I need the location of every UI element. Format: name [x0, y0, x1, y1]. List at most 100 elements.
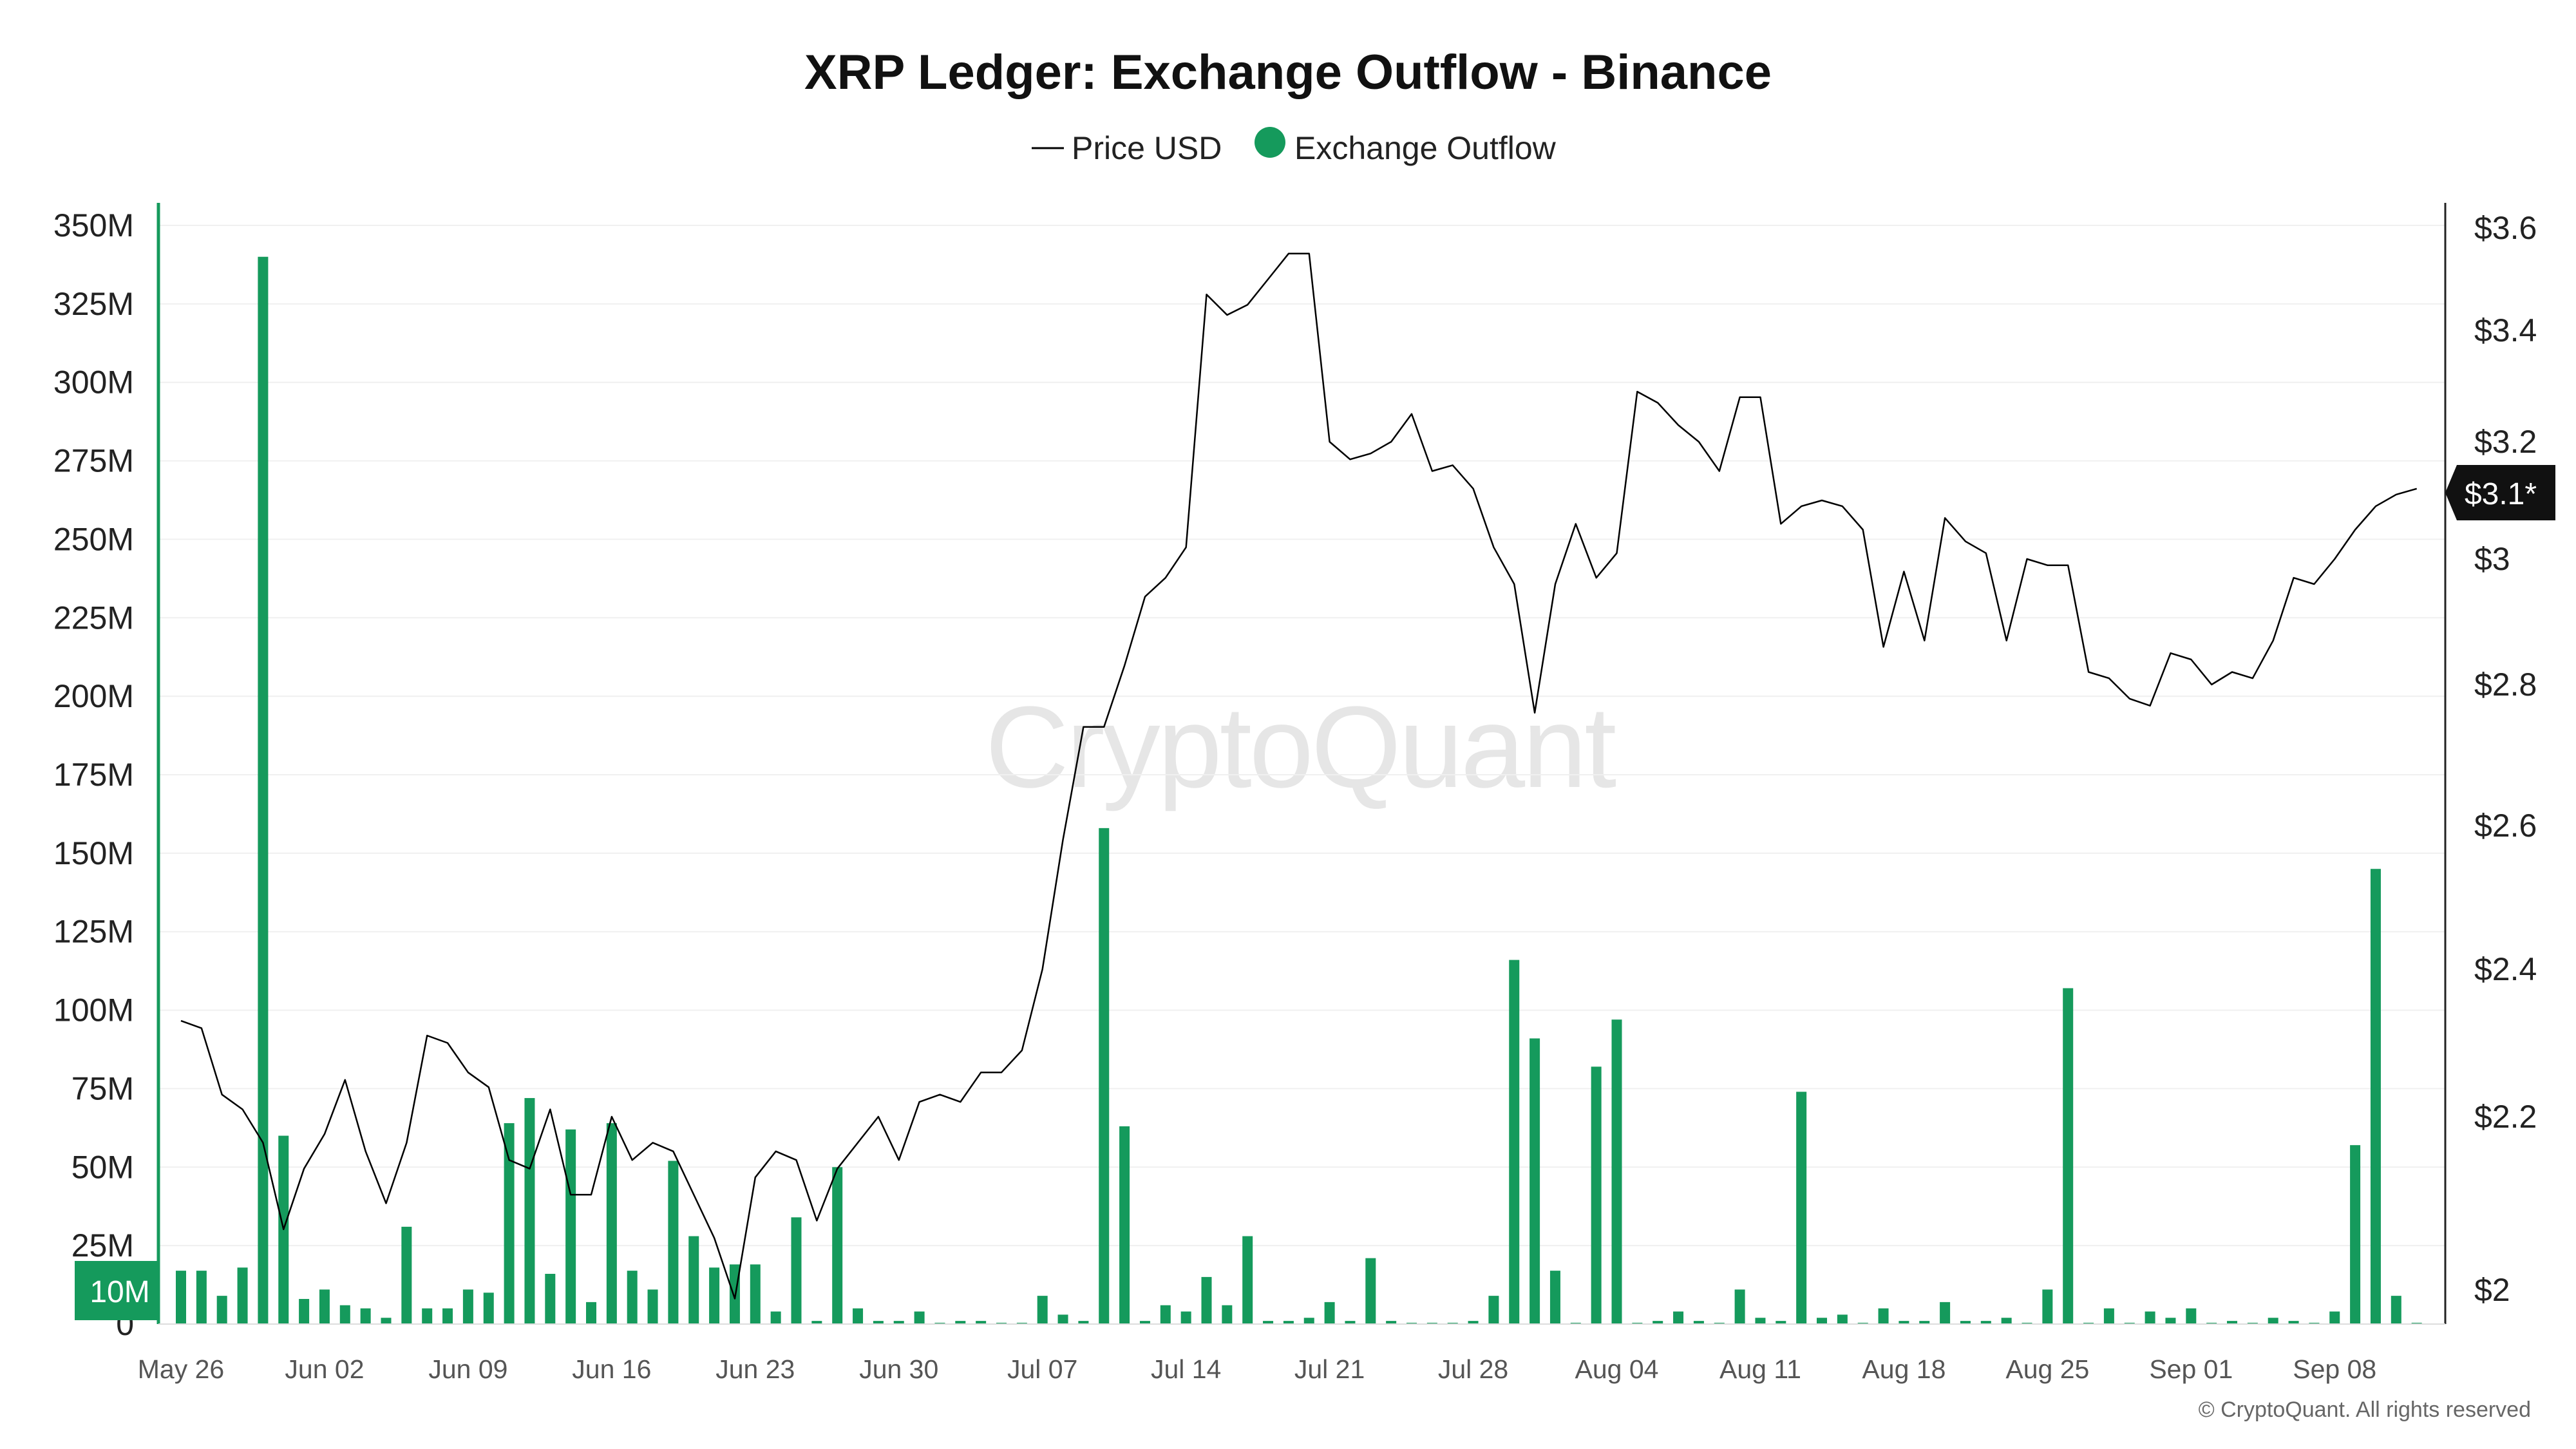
x-axis-tick-label: Sep 01 — [2149, 1354, 2233, 1384]
outflow-bar — [627, 1271, 638, 1324]
outflow-bar — [1160, 1305, 1171, 1324]
outflow-bar — [1755, 1318, 1766, 1324]
outflow-bar — [1201, 1276, 1212, 1324]
outflow-bar — [339, 1305, 350, 1324]
outflow-bar — [2370, 869, 2381, 1324]
outflow-bar — [791, 1217, 802, 1324]
outflow-badge-bg — [75, 1261, 158, 1320]
outflow-bar — [360, 1308, 371, 1324]
right-axis-tick-label: $2.6 — [2474, 808, 2537, 844]
outflow-bar — [1139, 1321, 1150, 1324]
price-badge-text: $3.1* — [2465, 477, 2537, 511]
outflow-bar — [565, 1129, 576, 1324]
outflow-bar — [2329, 1311, 2340, 1324]
outflow-bar — [1673, 1311, 1684, 1324]
outflow-bar — [1919, 1321, 1930, 1324]
outflow-bar — [1530, 1038, 1540, 1324]
outflow-bar — [2145, 1311, 2155, 1324]
price-line — [180, 252, 2418, 1300]
outflow-bar — [2042, 1289, 2053, 1324]
left-axis-tick-label: 275M — [53, 443, 134, 479]
outflow-bar — [1037, 1296, 1048, 1324]
outflow-bar — [401, 1226, 412, 1324]
left-axis-tick-label: 225M — [53, 600, 134, 636]
outflow-bar — [914, 1311, 925, 1324]
outflow-bar — [1980, 1321, 1991, 1324]
outflow-bar — [1611, 1019, 1622, 1324]
outflow-bar — [1222, 1305, 1233, 1324]
legend-price-label: Price USD — [1072, 130, 1222, 166]
outflow-bar — [442, 1308, 453, 1324]
x-axis-tick-label: Jul 21 — [1294, 1354, 1365, 1384]
gridlines — [158, 225, 2445, 1247]
x-axis-tick-label: Jun 16 — [572, 1354, 651, 1384]
price-value-badge: $3.1* — [2445, 465, 2555, 520]
outflow-bar — [1263, 1321, 1274, 1324]
outflow-bar — [2063, 988, 2074, 1324]
copyright: © CryptoQuant. All rights reserved — [2199, 1397, 2531, 1422]
outflow-bar — [853, 1308, 864, 1324]
outflow-bar — [1057, 1314, 1068, 1324]
outflow-bar — [1776, 1321, 1786, 1324]
outflow-bar — [750, 1264, 761, 1324]
outflow-bar — [955, 1321, 966, 1324]
x-axis-tick-label: Jun 30 — [859, 1354, 938, 1384]
outflow-bar — [1488, 1296, 1499, 1324]
right-axis-tick-label: $3 — [2474, 541, 2510, 577]
outflow-bar — [873, 1321, 884, 1324]
right-axis-tick-label: $2.4 — [2474, 951, 2537, 987]
outflow-bar — [176, 1271, 186, 1324]
outflow-badge-text: 10M — [90, 1275, 149, 1309]
outflow-bar — [2268, 1318, 2278, 1324]
outflow-bar — [1796, 1092, 1807, 1324]
outflow-bar — [1283, 1321, 1294, 1324]
right-axis-tick-label: $2 — [2474, 1272, 2510, 1308]
outflow-bar — [299, 1299, 310, 1324]
legend-outflow-dot-marker — [1255, 127, 1285, 158]
x-axis-tick-label: Jun 09 — [428, 1354, 507, 1384]
price-badge-bg — [2445, 465, 2555, 520]
left-axis-tick-label: 100M — [53, 992, 134, 1028]
x-axis-tick-label: Aug 25 — [2005, 1354, 2089, 1384]
outflow-bar — [1817, 1318, 1827, 1324]
outflow-bar — [1345, 1321, 1356, 1324]
outflow-bar — [1591, 1066, 1602, 1324]
outflow-bar — [1468, 1321, 1479, 1324]
left-axis-tick-label: 350M — [53, 207, 134, 243]
outflow-bar — [1509, 960, 1520, 1324]
x-axis-tick-label: Jul 28 — [1438, 1354, 1508, 1384]
left-axis-tick-label: 250M — [53, 521, 134, 557]
x-axis-tick-label: Jun 23 — [715, 1354, 795, 1384]
outflow-bar — [2350, 1145, 2361, 1324]
chart-title: XRP Ledger: Exchange Outflow - Binance — [804, 45, 1772, 100]
outflow-bar — [606, 1123, 617, 1324]
outflow-bar — [1734, 1289, 1745, 1324]
right-axis-ticks: $2 $2.2 $2.4 $2.6 $2.8 $3 $3.2 $3.4 $3.6 — [2474, 210, 2537, 1308]
outflow-bar — [1837, 1314, 1848, 1324]
outflow-bar — [422, 1308, 433, 1324]
outflow-bar — [1386, 1321, 1397, 1324]
outflow-bar — [1180, 1311, 1191, 1324]
outflow-bar — [1899, 1321, 1909, 1324]
outflow-bar — [893, 1321, 904, 1324]
outflow-bar — [688, 1236, 699, 1324]
outflow-bar — [2103, 1308, 2114, 1324]
outflow-bar — [258, 256, 269, 1324]
x-axis-ticks: May 26 Jun 02 Jun 09 Jun 16 Jun 23 Jun 30 Jul … — [138, 1354, 2376, 1384]
outflow-bar — [832, 1167, 843, 1324]
left-axis-tick-label: 150M — [53, 835, 134, 871]
outflow-bar — [709, 1267, 720, 1324]
outflow-bar — [1693, 1321, 1704, 1324]
outflow-bar — [2288, 1321, 2299, 1324]
outflow-bar — [1549, 1271, 1560, 1324]
left-axis-tick-label: 300M — [53, 365, 134, 401]
outflow-bar — [976, 1321, 987, 1324]
outflow-bar — [586, 1302, 596, 1324]
outflow-bar — [1365, 1258, 1376, 1324]
outflow-bar — [504, 1123, 515, 1324]
outflow-bar — [1878, 1308, 1889, 1324]
outflow-bar — [196, 1271, 207, 1324]
outflow-value-badge: 10M — [75, 1261, 158, 1320]
outflow-bar — [668, 1160, 679, 1324]
left-axis-tick-label: 75M — [71, 1070, 134, 1106]
